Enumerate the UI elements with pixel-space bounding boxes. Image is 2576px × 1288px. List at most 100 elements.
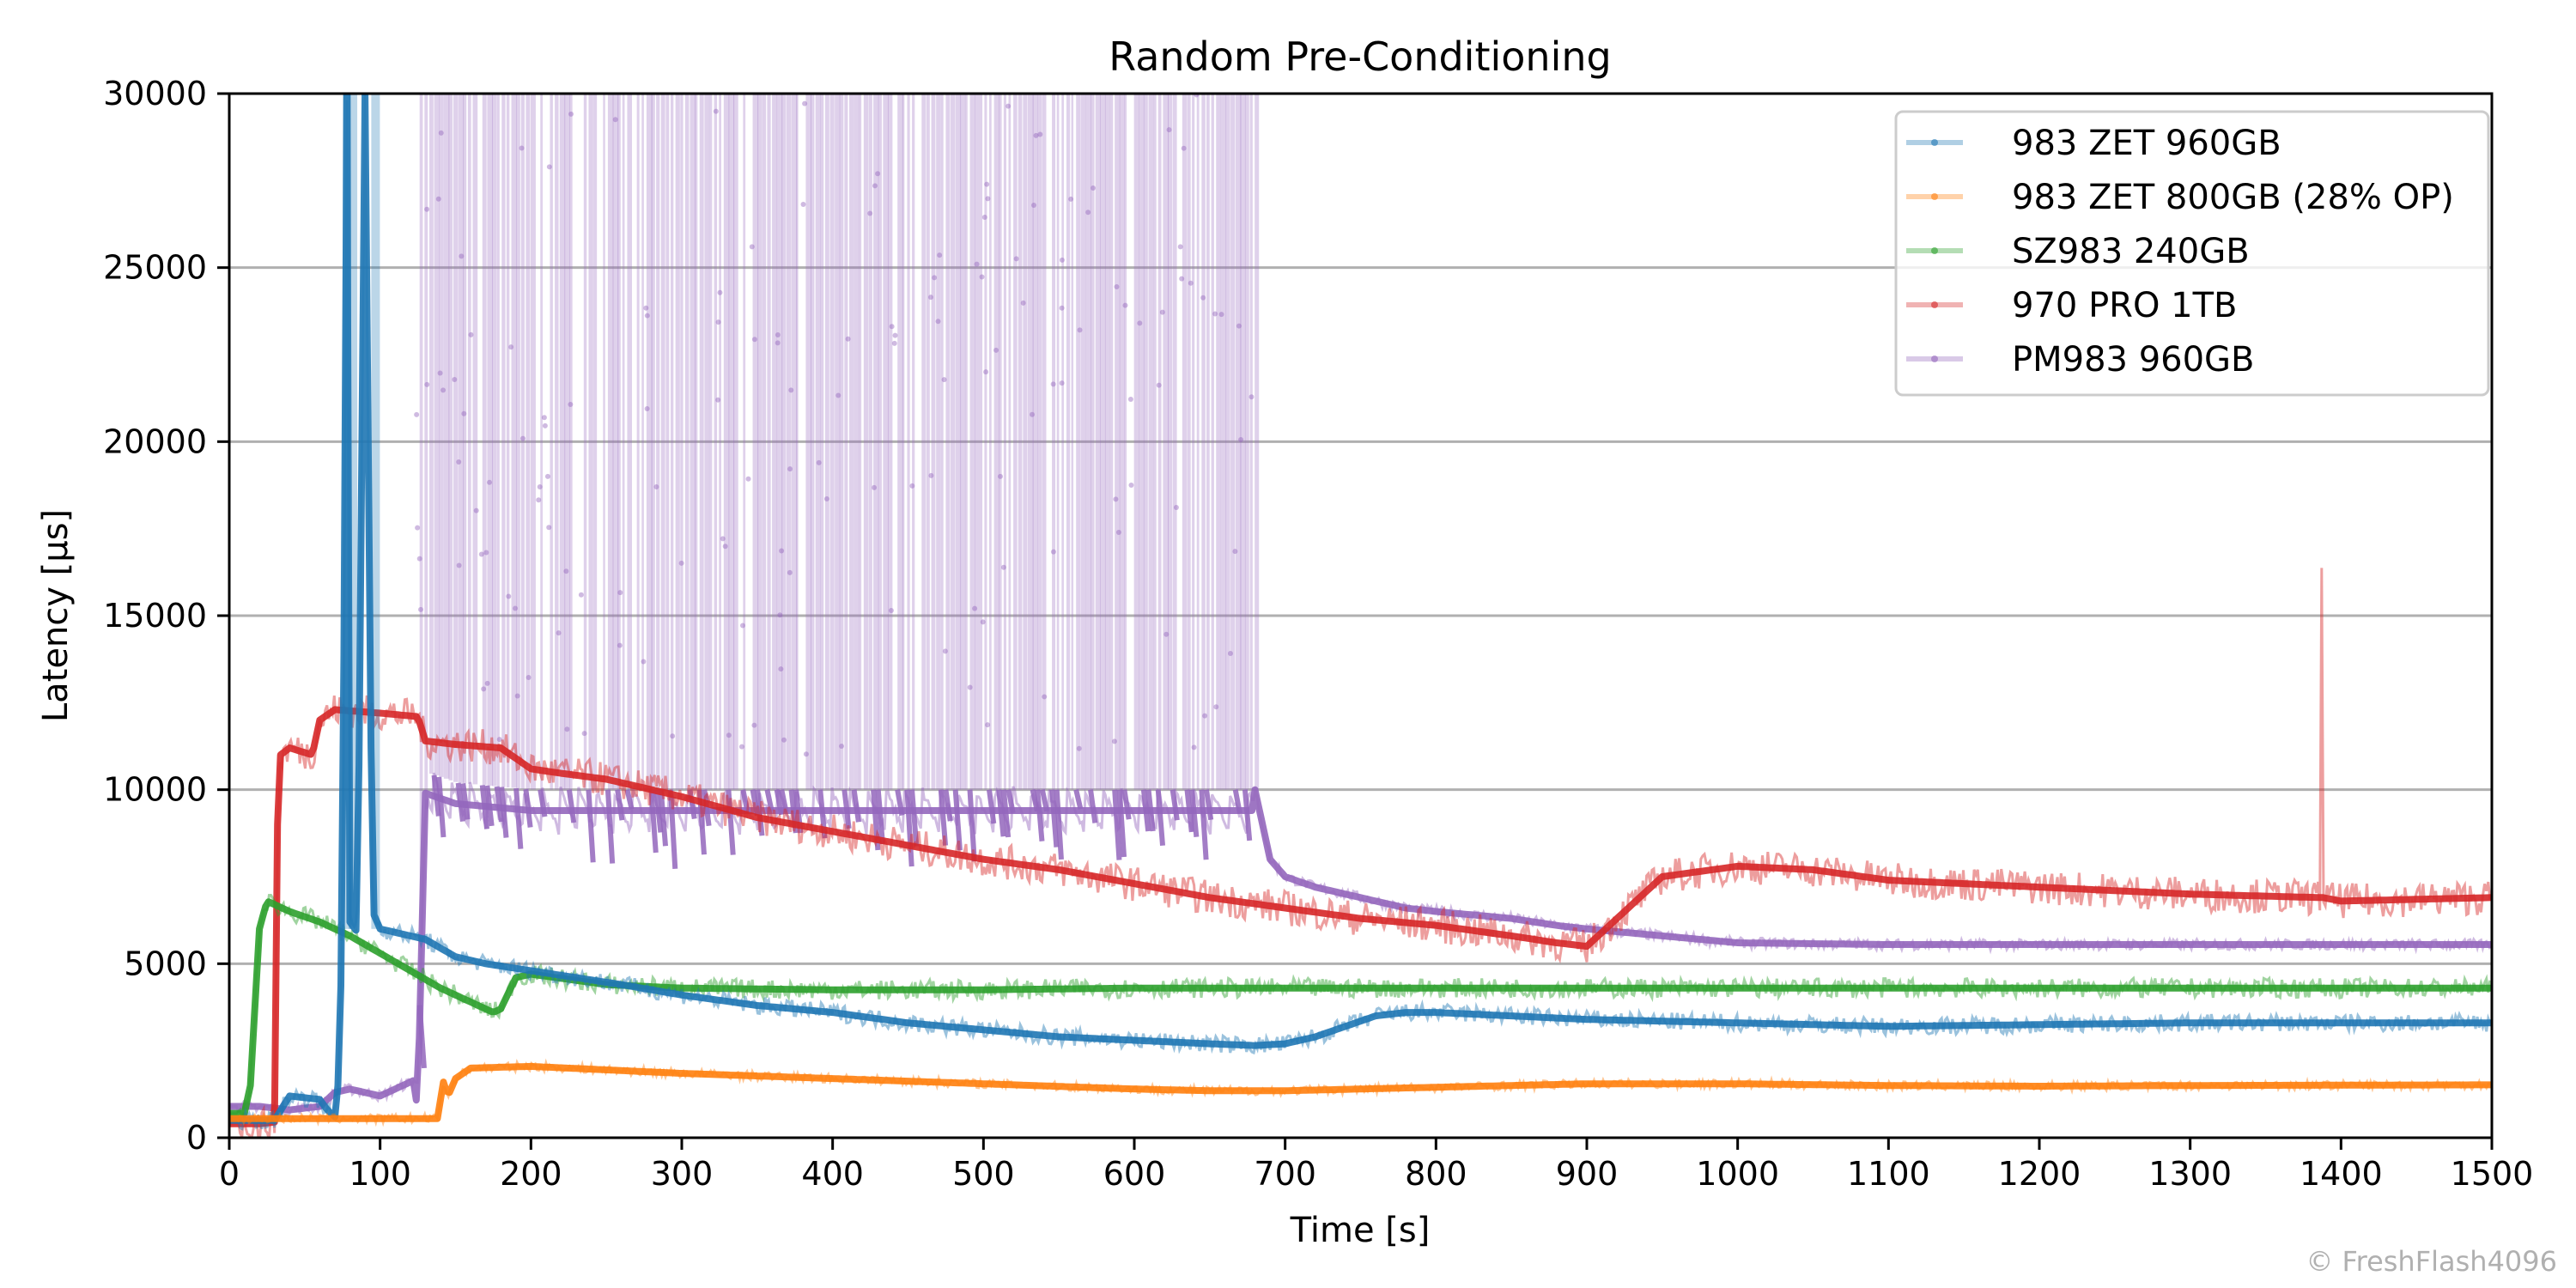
spike-band bbox=[603, 94, 605, 790]
data-point bbox=[738, 744, 744, 750]
data-point bbox=[438, 130, 444, 136]
data-point bbox=[416, 556, 422, 562]
spike-band bbox=[921, 94, 927, 790]
spike-band bbox=[1085, 94, 1091, 790]
spike-band bbox=[487, 94, 493, 786]
data-point bbox=[802, 100, 808, 106]
legend-marker bbox=[1931, 355, 1938, 362]
spike-band bbox=[1061, 94, 1064, 790]
data-point bbox=[1030, 203, 1036, 209]
spike-band bbox=[844, 94, 848, 790]
spike-band bbox=[434, 94, 440, 775]
data-point bbox=[1059, 257, 1065, 263]
data-point bbox=[483, 550, 489, 556]
spike-band bbox=[1052, 94, 1056, 790]
data-point bbox=[514, 693, 520, 699]
spike-band bbox=[1249, 94, 1253, 790]
data-point bbox=[461, 410, 467, 416]
spike-band bbox=[993, 94, 999, 790]
spike-band bbox=[1167, 94, 1173, 790]
y-tick-label: 5000 bbox=[124, 945, 207, 982]
legend-marker bbox=[1931, 139, 1938, 146]
spike-band bbox=[1139, 94, 1145, 790]
data-point bbox=[1173, 504, 1179, 510]
data-point bbox=[481, 686, 487, 692]
x-tick-label: 200 bbox=[500, 1155, 562, 1193]
data-point bbox=[546, 525, 552, 531]
data-point bbox=[568, 111, 574, 117]
data-point bbox=[1159, 309, 1165, 315]
data-point bbox=[993, 347, 999, 353]
spike-band bbox=[684, 94, 690, 790]
data-point bbox=[1177, 244, 1183, 250]
spike-band bbox=[1211, 94, 1214, 790]
data-point bbox=[1236, 323, 1242, 329]
data-point bbox=[415, 525, 421, 531]
data-point bbox=[414, 411, 420, 417]
legend-label: PM983 960GB bbox=[2012, 340, 2254, 380]
spike-band bbox=[757, 94, 762, 790]
spike-tail bbox=[668, 789, 678, 870]
data-point bbox=[473, 507, 479, 513]
data-point bbox=[985, 722, 991, 728]
data-point bbox=[617, 590, 623, 596]
data-point bbox=[715, 397, 721, 403]
spike-tail bbox=[875, 789, 885, 845]
spike-band bbox=[719, 94, 722, 790]
x-tick-label: 0 bbox=[219, 1155, 240, 1193]
series-983-zet-800gb-28-op- bbox=[229, 1058, 2492, 1127]
spike-band bbox=[984, 94, 987, 790]
spike-tail bbox=[513, 787, 524, 849]
data-point bbox=[568, 402, 574, 408]
data-point bbox=[1113, 496, 1119, 502]
spike-band bbox=[526, 94, 531, 790]
spike-tail bbox=[586, 789, 596, 863]
spike-tail bbox=[1199, 789, 1209, 860]
data-point bbox=[1115, 530, 1121, 536]
legend-marker bbox=[1931, 301, 1938, 308]
data-point bbox=[816, 459, 822, 465]
spike-tail bbox=[1073, 788, 1084, 811]
spike-band bbox=[627, 94, 633, 790]
spike-band bbox=[926, 94, 930, 790]
x-tick-label: 1000 bbox=[1696, 1155, 1779, 1193]
spike-band bbox=[951, 94, 956, 790]
spike-band bbox=[728, 94, 735, 790]
spike-band bbox=[695, 94, 698, 790]
data-point bbox=[641, 659, 647, 665]
spike-band bbox=[458, 94, 465, 783]
data-point bbox=[1033, 132, 1039, 138]
x-tick-label: 800 bbox=[1405, 1155, 1467, 1193]
spike-band bbox=[1182, 94, 1188, 790]
data-point bbox=[424, 381, 430, 387]
legend-marker bbox=[1931, 247, 1938, 254]
spike-band bbox=[516, 94, 520, 789]
data-point bbox=[456, 562, 462, 568]
spike-band bbox=[854, 94, 860, 790]
data-point bbox=[1202, 713, 1208, 719]
y-tick-label: 30000 bbox=[103, 75, 207, 112]
data-point bbox=[979, 274, 985, 280]
spike-band bbox=[443, 94, 450, 779]
data-point bbox=[418, 606, 424, 612]
spike-band bbox=[776, 94, 783, 790]
data-point bbox=[544, 473, 550, 479]
legend: 983 ZET 960GB 983 ZET 800GB (28% OP) SZ983… bbox=[1894, 110, 2490, 397]
data-point bbox=[536, 497, 542, 503]
spike-band bbox=[1192, 94, 1195, 790]
spike-band bbox=[897, 94, 903, 790]
spike-band bbox=[467, 94, 471, 784]
spike-band bbox=[955, 94, 962, 790]
spike-band bbox=[931, 94, 936, 790]
data-point bbox=[1127, 396, 1133, 402]
spike-band bbox=[723, 94, 730, 790]
legend-item: SZ983 240GB bbox=[1906, 232, 2250, 271]
spike-band bbox=[791, 94, 798, 790]
data-point bbox=[984, 181, 990, 187]
x-tick-label: 1300 bbox=[2148, 1155, 2232, 1193]
data-point bbox=[823, 496, 829, 502]
spike-band bbox=[593, 94, 598, 790]
spike-tail bbox=[648, 789, 659, 854]
spike-band bbox=[1216, 94, 1221, 790]
data-point bbox=[997, 473, 1003, 479]
